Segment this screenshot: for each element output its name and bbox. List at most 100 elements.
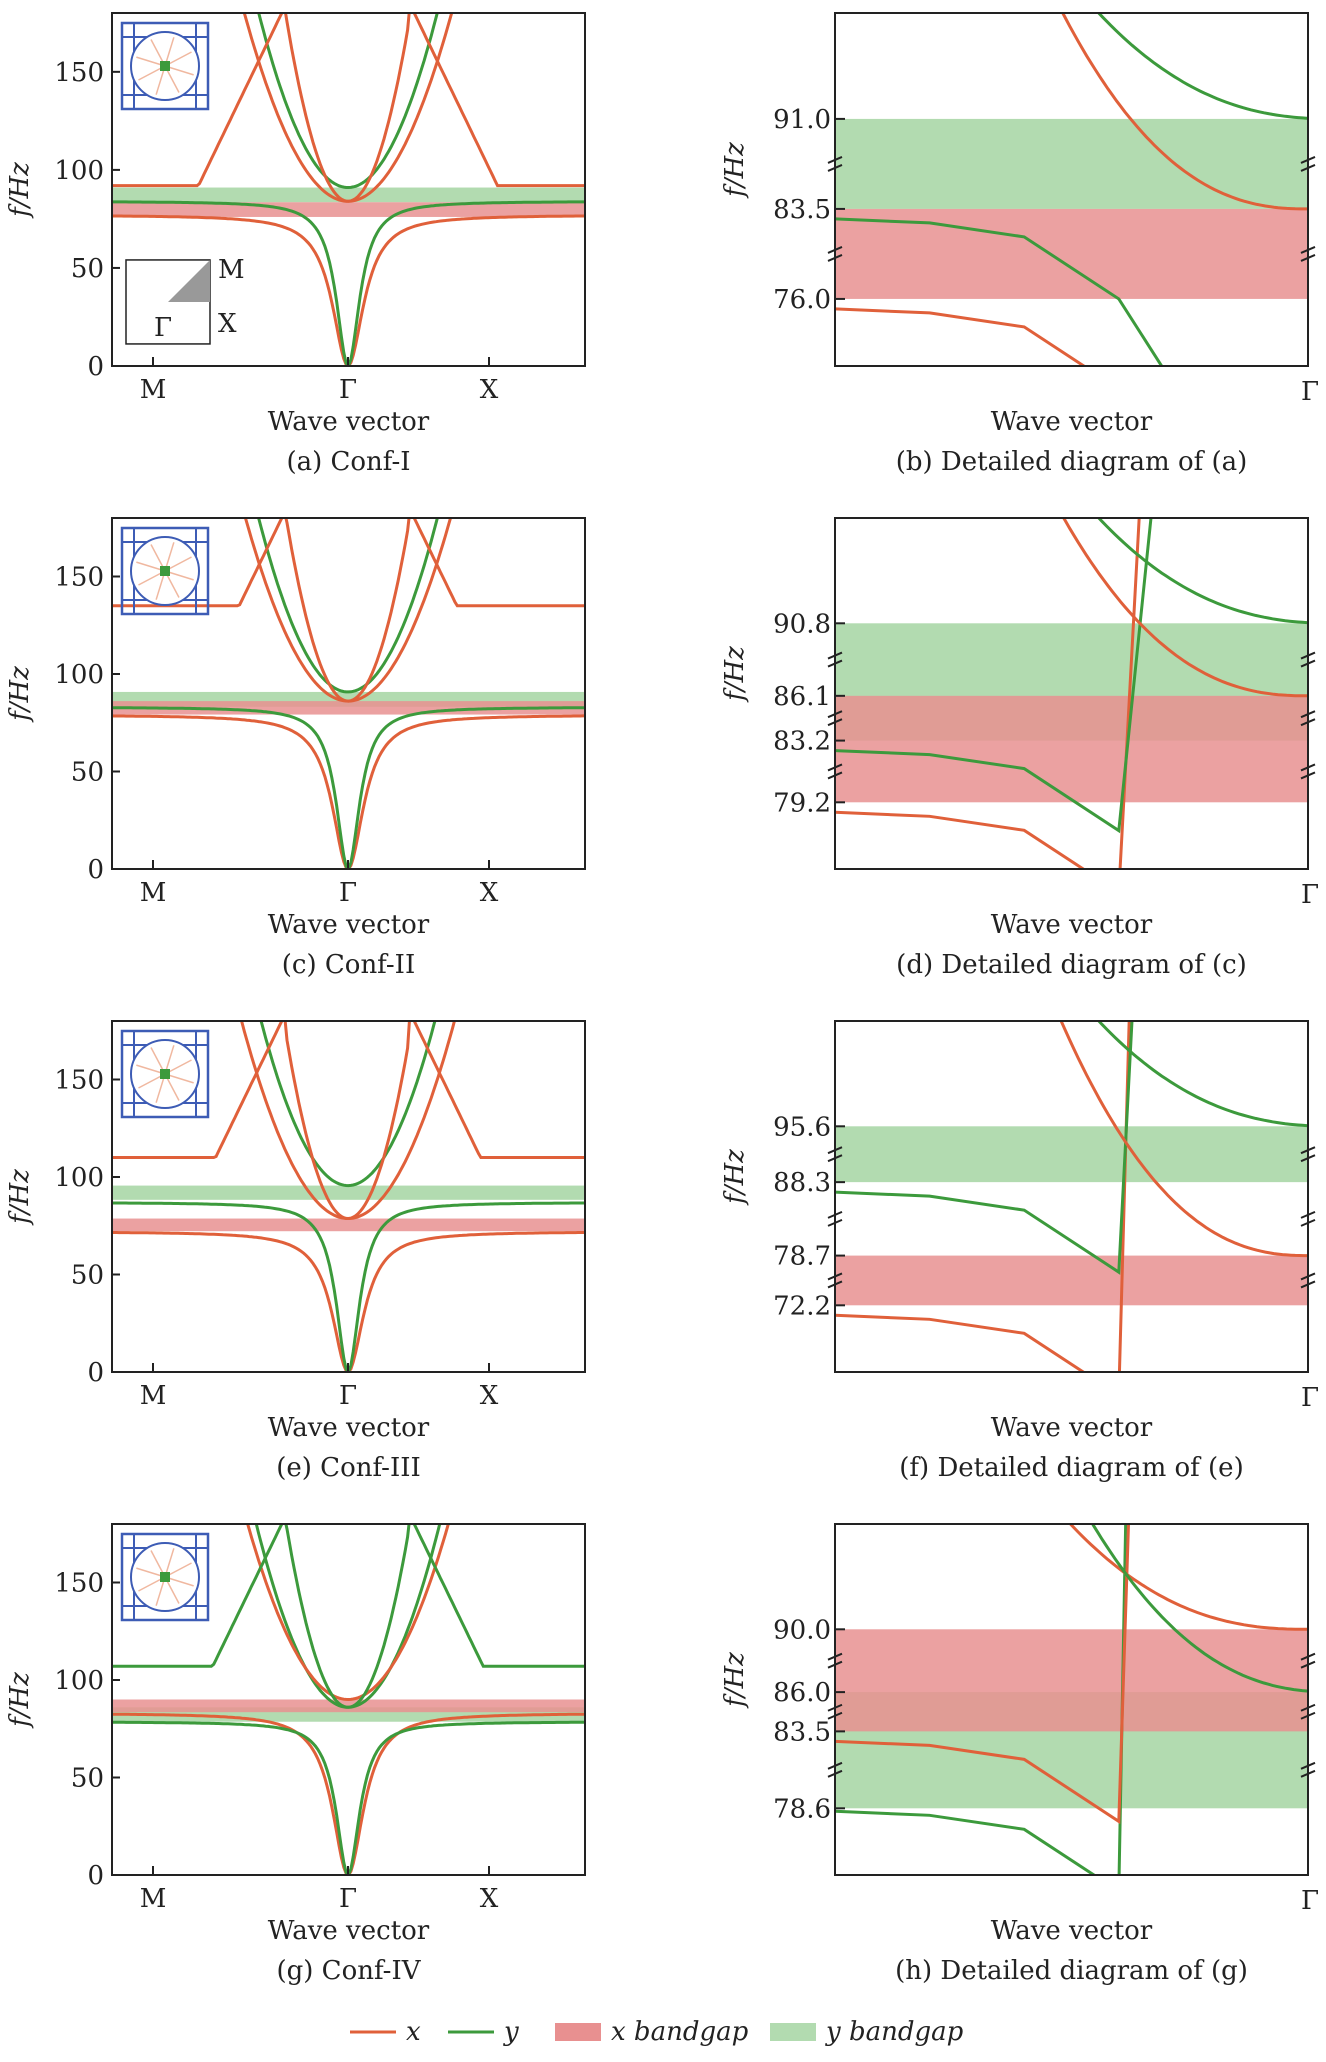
cell-frame bbox=[120, 21, 210, 111]
cell-mass bbox=[160, 1069, 170, 1079]
axis-break bbox=[827, 254, 843, 262]
x-bandgap bbox=[112, 202, 585, 217]
y-tick-label: 72.2 bbox=[773, 1291, 831, 1321]
x-branch-low bbox=[835, 518, 1141, 869]
cell-mass bbox=[160, 61, 170, 71]
y-tick-label: 76.0 bbox=[773, 285, 831, 315]
bz-wedge bbox=[168, 259, 210, 302]
axis-break bbox=[1300, 1146, 1316, 1155]
y-axis-label: f/Hz bbox=[720, 142, 750, 199]
axis-break bbox=[827, 1761, 843, 1770]
y-tick-label: 79.2 bbox=[773, 788, 831, 818]
panel-caption: (a) Conf-I bbox=[286, 447, 410, 477]
cell-mass bbox=[160, 566, 170, 576]
axis-break bbox=[827, 763, 843, 772]
x-tick-label: Γ bbox=[1301, 1383, 1319, 1413]
panel-caption: (d) Detailed diagram of (c) bbox=[896, 950, 1247, 980]
cell-mass bbox=[160, 1572, 170, 1582]
axis-break bbox=[1300, 718, 1316, 727]
x-branch-high bbox=[1061, 13, 1308, 211]
axis-break bbox=[1300, 710, 1316, 719]
axis-break bbox=[1300, 163, 1316, 172]
axis-break bbox=[1300, 763, 1316, 772]
y-tick-label: 90.8 bbox=[773, 609, 831, 639]
y-tick-label: 100 bbox=[54, 1666, 104, 1696]
axis-break bbox=[827, 771, 843, 780]
y-branch-low bbox=[835, 1021, 1134, 1275]
y-tick-label: 78.6 bbox=[773, 1794, 831, 1824]
axis-break bbox=[827, 1660, 843, 1669]
y-tick-label: 100 bbox=[54, 660, 104, 690]
x-tick-label: Γ bbox=[1301, 377, 1319, 407]
x-branch-high bbox=[1059, 1021, 1308, 1258]
y-tick-label: 86.0 bbox=[773, 1678, 831, 1708]
axis-break bbox=[1300, 659, 1316, 668]
legend: x y x bandgap y bandgap bbox=[350, 2017, 964, 2047]
x-branch-outer bbox=[112, 518, 585, 703]
x-branch-high bbox=[242, 13, 454, 203]
axis-break bbox=[827, 1272, 843, 1281]
axis-break bbox=[1300, 1280, 1316, 1289]
x-branch-low bbox=[835, 1524, 1130, 1825]
panel-caption: (g) Conf-IV bbox=[276, 1956, 421, 1986]
axis-break bbox=[1300, 1210, 1316, 1219]
y-tick-label: 88.3 bbox=[773, 1168, 831, 1198]
axis-break bbox=[1300, 1218, 1316, 1227]
axis-break bbox=[1300, 1154, 1316, 1163]
x-bandgap bbox=[835, 695, 1308, 803]
y-tick-label: 95.6 bbox=[773, 1112, 831, 1142]
x-tick-label: X bbox=[480, 878, 499, 908]
axis-break bbox=[827, 1703, 843, 1712]
y-bandgap bbox=[835, 118, 1308, 209]
plot-frame bbox=[834, 1523, 1309, 1876]
x-branch-low bbox=[835, 307, 1087, 366]
y-tick-label: 83.5 bbox=[773, 1717, 831, 1747]
y-tick-label: 50 bbox=[71, 254, 104, 284]
y-tick-label: 50 bbox=[71, 1764, 104, 1794]
y-tick-label: 150 bbox=[54, 1569, 104, 1599]
curves bbox=[835, 13, 1308, 366]
unit-cell-inset bbox=[120, 1532, 210, 1622]
bz-label-x: X bbox=[218, 309, 237, 339]
y-tick-label: 86.1 bbox=[773, 682, 831, 712]
x-tick-label: Γ bbox=[339, 375, 357, 405]
axis-break bbox=[1300, 1660, 1316, 1669]
x-bandgap bbox=[112, 1218, 585, 1232]
panel-h: 90.0 86.0 83.5 78.6 Γ Wave vector (h) Detailed… bbox=[720, 1523, 1319, 1986]
y-tick-label: 150 bbox=[54, 58, 104, 88]
y-branch-low bbox=[835, 1524, 1128, 1875]
y-tick-label: 83.5 bbox=[773, 195, 831, 225]
panel-g: 0 50 100 150 M Γ X Wave vector (g) Conf-IV f/Hz bbox=[5, 1523, 586, 1986]
x-axis-label: Wave vector bbox=[268, 1413, 430, 1443]
curves bbox=[835, 518, 1308, 869]
y-tick-label: 0 bbox=[87, 1358, 104, 1388]
x-bandgap bbox=[835, 1255, 1308, 1306]
axis-break bbox=[827, 1652, 843, 1661]
axis-break bbox=[827, 1210, 843, 1219]
bz-label-gamma: Γ bbox=[154, 313, 172, 343]
x-branch-outer bbox=[112, 1021, 585, 1221]
y-axis-label: f/Hz bbox=[5, 1672, 35, 1729]
legend-label-y_gap: y bandgap bbox=[825, 2017, 964, 2047]
cell-frame bbox=[120, 1532, 210, 1622]
x-branch-low bbox=[112, 1231, 585, 1372]
axis-break bbox=[827, 659, 843, 668]
x-bandgap bbox=[112, 701, 585, 715]
axis-break bbox=[1300, 771, 1316, 780]
legend-label-x_gap: x bandgap bbox=[611, 2017, 749, 2047]
axis-break bbox=[827, 1146, 843, 1155]
x-tick-label: Γ bbox=[1301, 1886, 1319, 1916]
x-tick-label: M bbox=[140, 878, 167, 908]
legend-label-x: x bbox=[406, 2017, 421, 2047]
x-tick-label: Γ bbox=[339, 1884, 357, 1914]
axis-break bbox=[827, 246, 843, 254]
y-tick-label: 83.2 bbox=[773, 727, 831, 757]
panel-d: 90.8 86.1 83.2 79.2 Γ Wave vector (d) Detailed… bbox=[720, 517, 1319, 980]
y-tick-label: 91.0 bbox=[773, 105, 831, 135]
y-branch-low bbox=[112, 1720, 585, 1875]
panel-caption: (c) Conf-II bbox=[282, 950, 415, 980]
axis-break bbox=[827, 1218, 843, 1227]
panel-caption: (f) Detailed diagram of (e) bbox=[899, 1453, 1243, 1483]
panel-caption: (h) Detailed diagram of (g) bbox=[895, 1956, 1248, 1986]
